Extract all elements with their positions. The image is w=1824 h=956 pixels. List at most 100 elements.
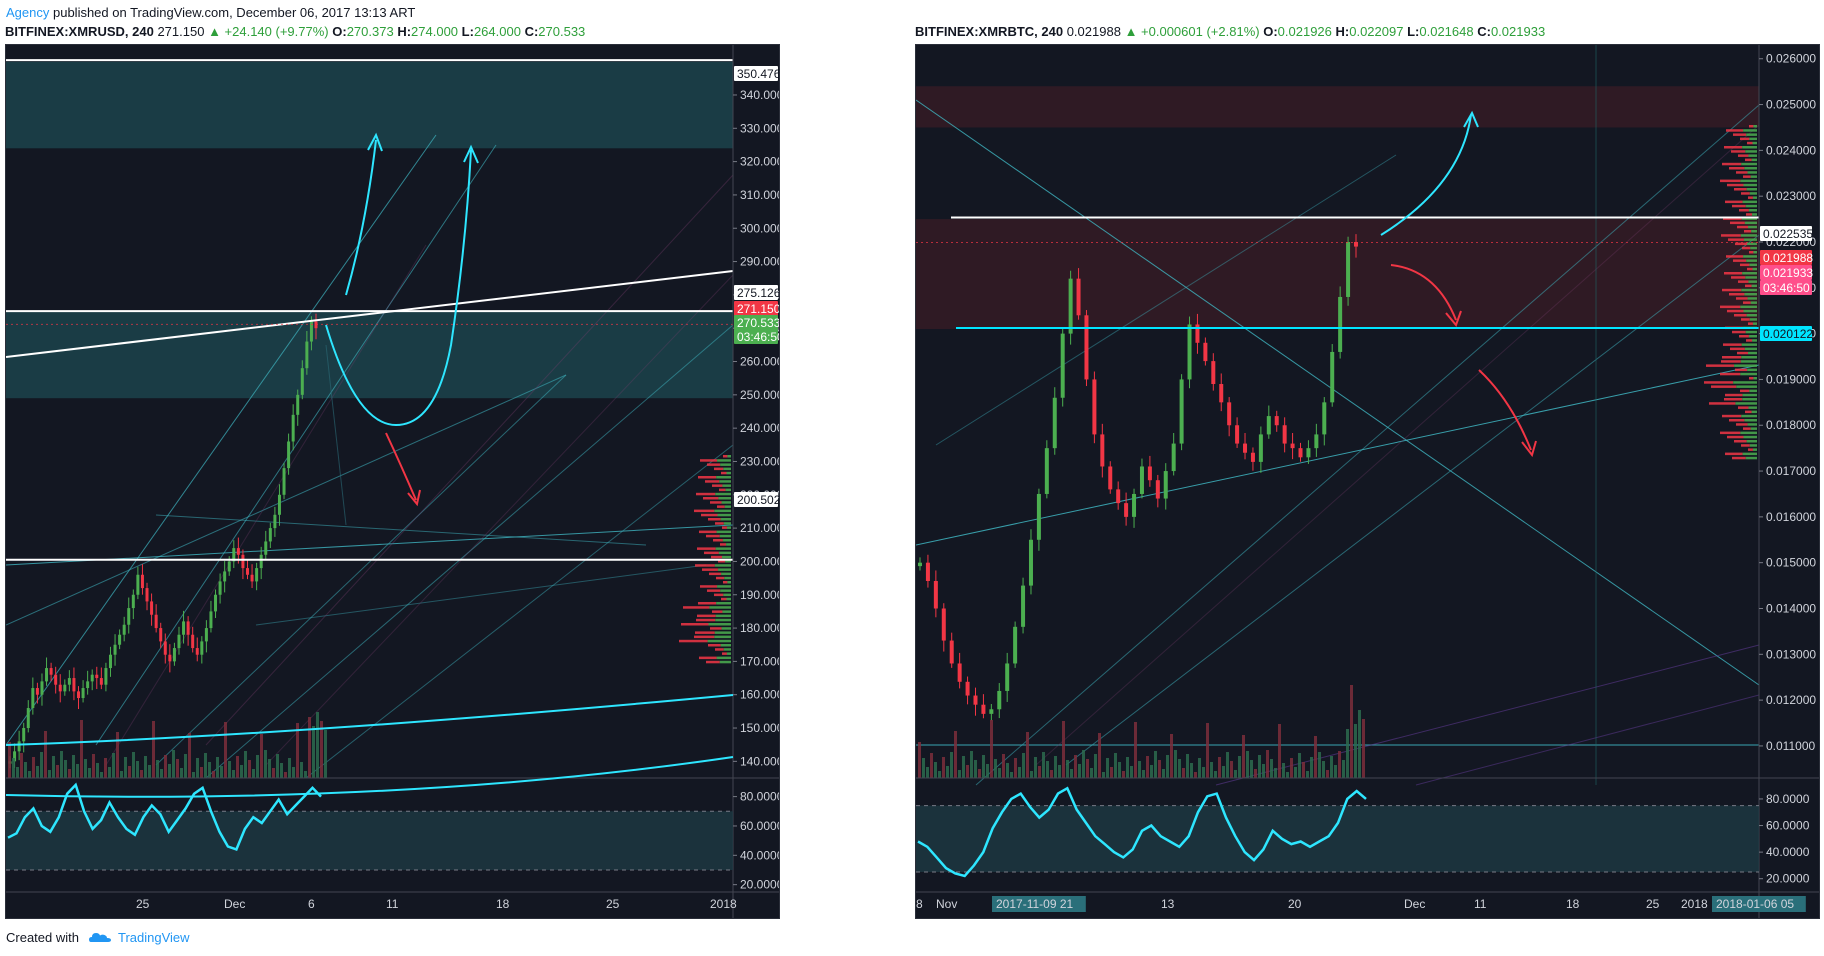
symbol-name[interactable]: BITFINEX:XMRUSD, 240 <box>5 24 154 39</box>
volume-bar <box>1150 765 1153 778</box>
volume-profile-sell <box>714 593 724 597</box>
volume-bar <box>1110 767 1113 778</box>
candle <box>259 554 263 569</box>
tradingview-link[interactable]: TradingView <box>118 930 190 945</box>
candle <box>40 681 44 695</box>
volume-bar <box>1274 768 1277 778</box>
volume-profile-sell <box>698 476 717 479</box>
open-value: 0.021926 <box>1277 24 1332 39</box>
volume-profile-sell <box>697 547 716 550</box>
volume-profile-sell <box>1733 133 1747 136</box>
volume-profile-buy <box>722 610 731 613</box>
volume-bar <box>316 712 319 778</box>
low-value: 0.021648 <box>1419 24 1474 39</box>
volume-profile-sell <box>1704 381 1734 384</box>
volume-bar <box>1194 772 1197 778</box>
volume-profile-sell <box>1747 267 1753 271</box>
volume-profile-sell <box>1729 293 1745 296</box>
volume-bar <box>280 763 283 778</box>
candle <box>150 601 154 615</box>
volume-bar <box>958 770 961 778</box>
volume-bar <box>1166 755 1169 778</box>
volume-profile-sell <box>1748 196 1753 199</box>
volume-profile-buy <box>1750 427 1757 430</box>
trendline-7 <box>1415 694 1760 786</box>
zone-1 <box>6 311 733 399</box>
candle <box>1132 493 1137 517</box>
volume-profile-buy <box>1741 343 1757 346</box>
volume-bar <box>1314 736 1317 778</box>
volume-profile-sell <box>1739 209 1749 212</box>
volume-bar <box>1190 763 1193 778</box>
volume-profile-sell <box>1728 238 1744 241</box>
candle <box>136 574 140 595</box>
candle <box>277 494 281 515</box>
volume-bar <box>1094 754 1097 778</box>
candle <box>191 634 195 649</box>
candle <box>168 654 172 662</box>
volume-profile-buy <box>722 555 731 559</box>
volume-profile-sell <box>1725 393 1743 397</box>
chart-canvas[interactable]: 0.026000 0.025000 0.024000 0.023000 0.022000… <box>915 44 1820 919</box>
volume-profile-sell <box>1748 448 1753 451</box>
volume-profile-sell <box>1731 150 1746 153</box>
volume-profile-buy <box>718 551 731 555</box>
trendline-9 <box>205 174 734 746</box>
volume-profile-buy <box>707 639 731 643</box>
volume-profile-sell <box>1737 225 1748 229</box>
volume-profile-buy <box>1743 129 1757 132</box>
volume-profile-buy <box>1742 200 1757 204</box>
candle <box>989 709 994 714</box>
chart-svg-xmrusd[interactable]: 340.000 330.000 320.000 310.000 300.000 290.0… <box>6 45 779 918</box>
volume-bar <box>1326 770 1329 778</box>
time-tick-label: 2018 <box>1681 897 1708 911</box>
volume-profile-sell <box>1738 154 1749 157</box>
chart-svg-xmrbtc[interactable]: 0.0260000.0250000.0240000.0230000.022000… <box>916 45 1819 918</box>
price-tick-label: 160.000 <box>740 688 779 702</box>
volume-profile-buy <box>721 572 731 576</box>
volume-profile-sell <box>1724 146 1743 149</box>
volume-profile-buy <box>1750 175 1757 178</box>
volume-bar <box>990 720 993 778</box>
volume-profile-buy <box>1740 372 1757 376</box>
time-tick-label: Nov <box>936 897 957 911</box>
volume-profile-buy <box>1748 351 1757 355</box>
volume-bar <box>36 766 39 778</box>
volume-bar <box>1170 734 1173 778</box>
symbol-name[interactable]: BITFINEX:XMRBTC, 240 <box>915 24 1064 39</box>
volume-profile-buy <box>1746 133 1757 136</box>
volume-profile-buy <box>1753 125 1757 128</box>
candle <box>63 684 67 692</box>
bullish-projection-arrow <box>1380 110 1479 236</box>
candle <box>1060 333 1065 398</box>
candle <box>273 514 277 529</box>
volume-bar <box>60 751 63 778</box>
candle <box>1203 342 1208 362</box>
candle <box>1092 379 1097 435</box>
volume-profile-sell <box>1720 431 1741 435</box>
volume-profile-sell <box>1745 410 1752 414</box>
volume-profile-sell <box>705 480 720 483</box>
volume-profile-sell <box>695 564 715 567</box>
volume-profile-sell <box>1746 339 1753 342</box>
volume-profile-sell <box>1724 398 1743 401</box>
volume-bar <box>56 765 59 778</box>
volume-profile-sell <box>1725 200 1743 204</box>
price-tick-label: 0.023000 <box>1766 189 1816 203</box>
volume-profile-buy <box>1740 360 1757 363</box>
candle <box>282 468 286 495</box>
volume-profile-sell <box>1743 427 1751 430</box>
volume-profile-sell <box>1740 137 1750 141</box>
candle <box>172 648 176 662</box>
volume-bar <box>1034 757 1037 778</box>
author-link[interactable]: Agency <box>6 5 50 20</box>
volume-bar <box>8 742 11 778</box>
volume-bar <box>950 752 953 778</box>
chart-canvas[interactable]: 340.000 330.000 320.000 310.000 300.000 290.0… <box>5 44 780 919</box>
volume-bar <box>1098 733 1101 778</box>
volume-profile-buy <box>722 539 731 542</box>
volume-profile-buy <box>724 576 731 580</box>
volume-bar <box>304 771 307 778</box>
trendline-8 <box>255 564 707 626</box>
volume-profile-sell <box>1727 309 1744 313</box>
